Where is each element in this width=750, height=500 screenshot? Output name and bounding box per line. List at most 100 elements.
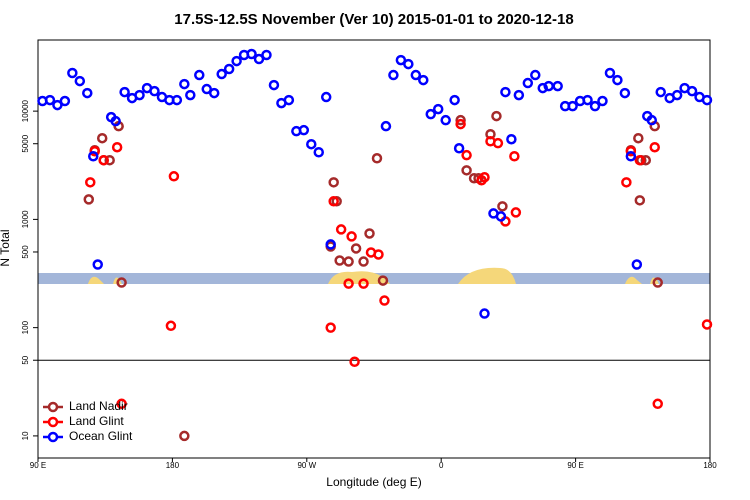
point xyxy=(701,94,713,106)
point xyxy=(425,108,436,120)
point xyxy=(567,100,578,112)
point xyxy=(552,80,563,92)
point xyxy=(604,67,616,79)
point xyxy=(506,133,517,145)
point xyxy=(522,77,534,89)
point xyxy=(380,120,392,132)
point xyxy=(461,165,472,176)
point xyxy=(509,151,520,162)
point xyxy=(96,132,108,144)
point xyxy=(83,194,95,205)
point xyxy=(52,99,63,111)
point xyxy=(346,231,357,242)
point xyxy=(253,53,265,65)
y-tick-label: 1000 xyxy=(21,210,30,228)
point xyxy=(388,69,399,81)
y-tick-label: 5000 xyxy=(21,134,30,152)
point xyxy=(59,95,71,107)
point xyxy=(358,278,369,289)
point xyxy=(582,94,593,106)
y-tick-label: 10 xyxy=(21,431,30,440)
x-tick-label: 90 E xyxy=(567,461,583,470)
chart-title: 17.5S-12.5S November (Ver 10) 2015-01-01… xyxy=(174,11,573,28)
plot-frame xyxy=(37,39,711,459)
map-strip xyxy=(38,267,710,284)
point xyxy=(168,171,180,182)
point xyxy=(328,177,339,188)
point xyxy=(652,398,663,410)
point xyxy=(701,319,713,330)
point xyxy=(686,85,698,97)
point xyxy=(343,256,354,267)
point xyxy=(98,154,109,166)
point xyxy=(201,83,212,95)
point xyxy=(597,95,608,107)
point xyxy=(134,89,145,101)
point xyxy=(479,308,490,319)
point xyxy=(82,87,93,99)
point xyxy=(194,69,205,81)
point xyxy=(85,177,96,188)
point xyxy=(589,100,601,112)
point xyxy=(655,86,666,98)
point xyxy=(350,243,362,254)
point xyxy=(306,138,317,150)
point xyxy=(633,132,644,144)
point xyxy=(231,55,242,67)
x-tick-label: 90 W xyxy=(297,461,316,470)
point xyxy=(67,67,78,79)
point xyxy=(223,63,235,75)
point xyxy=(497,201,508,212)
point xyxy=(373,249,384,260)
point xyxy=(343,278,354,289)
point xyxy=(298,124,310,136)
point xyxy=(631,259,643,270)
point xyxy=(379,295,390,306)
point xyxy=(619,87,631,99)
legend-marker xyxy=(47,416,59,428)
point xyxy=(171,94,183,106)
y-tick-label: 500 xyxy=(21,245,30,259)
point xyxy=(455,118,466,130)
point xyxy=(92,259,103,270)
point xyxy=(646,114,658,126)
point xyxy=(371,153,383,164)
point xyxy=(455,114,466,126)
point xyxy=(44,94,56,106)
point xyxy=(179,430,190,442)
point xyxy=(500,86,511,98)
point xyxy=(116,398,127,410)
x-tick-label: 180 xyxy=(703,461,717,470)
point xyxy=(334,255,345,266)
point xyxy=(313,147,324,158)
point xyxy=(612,74,623,86)
y-axis-label: N Total xyxy=(0,229,12,266)
x-tick-label: 180 xyxy=(166,461,180,470)
x-axis-label: Longitude (deg E) xyxy=(326,475,421,489)
y-tick-label: 100 xyxy=(21,320,30,334)
point xyxy=(74,75,86,87)
point xyxy=(328,196,339,207)
point xyxy=(671,89,683,101)
point xyxy=(110,115,121,127)
point xyxy=(634,195,646,206)
point xyxy=(634,154,646,166)
point xyxy=(492,137,504,149)
point xyxy=(513,89,525,101)
point xyxy=(349,356,360,368)
point xyxy=(377,275,389,286)
point xyxy=(325,322,336,333)
point xyxy=(283,94,295,106)
point xyxy=(625,146,637,157)
point xyxy=(165,320,177,332)
point xyxy=(246,48,257,60)
point xyxy=(652,277,663,288)
point xyxy=(364,228,375,239)
point xyxy=(358,256,369,267)
y-tick-label: 10000 xyxy=(21,99,30,122)
legend-marker xyxy=(47,431,59,443)
point xyxy=(453,143,465,154)
point xyxy=(395,54,407,66)
point xyxy=(261,49,272,61)
point xyxy=(491,110,502,122)
